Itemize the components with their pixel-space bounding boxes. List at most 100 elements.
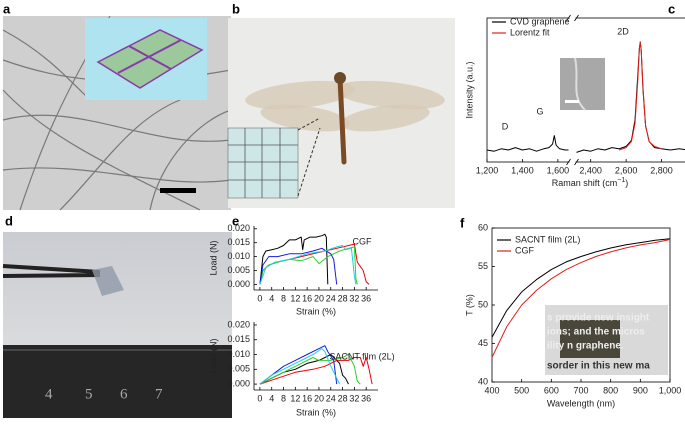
panel-label: c: [668, 1, 675, 16]
x-tick-label: 1,200: [476, 165, 499, 175]
annotation: G: [536, 106, 543, 116]
x-tick-label: 800: [603, 385, 618, 395]
x-tick-label: 24: [326, 293, 336, 303]
inset-text: sorder in this new ma: [547, 361, 650, 372]
x-tick-label: 12: [290, 393, 300, 403]
y-tick-label: 0.010: [227, 251, 250, 261]
inset-text: s provide new insight: [547, 313, 650, 324]
y-tick-label: 0.000: [227, 378, 250, 388]
axis-break-mark: [566, 14, 579, 22]
x-tick-label: 2,600: [615, 165, 638, 175]
annotation: D: [502, 121, 509, 131]
annotation: CGF: [353, 236, 373, 246]
data-line: [259, 354, 361, 385]
chart: 400 500 600 700 800 900 1,000 40 45 50 55 60 Wavelen…: [464, 222, 681, 408]
legend-label: Lorentz fit: [510, 27, 550, 37]
axis-break-mark: [566, 158, 579, 166]
y-axis-label: T (%): [464, 294, 474, 316]
x-tick-label: 4: [269, 293, 274, 303]
y-tick-label: 0.020: [227, 223, 250, 233]
chart: 1,2001,4001,6002,4002,6002,8003,000Raman…: [464, 14, 685, 189]
photo-a: [2, 15, 232, 211]
x-tick-label: 24: [326, 393, 336, 403]
y-tick-label: 50: [478, 299, 488, 309]
data-line: [259, 247, 338, 285]
axis-break: [569, 16, 576, 20]
photo-c-inset: [560, 57, 605, 111]
x-tick-label: 600: [544, 385, 559, 395]
x-tick-label: 12: [290, 293, 300, 303]
y-tick-label: 0.000: [227, 279, 250, 289]
axis-break: [569, 160, 576, 164]
data-line: [491, 238, 671, 338]
x-tick-label: 36: [361, 393, 371, 403]
x-tick-label: 1,600: [547, 165, 570, 175]
y-tick-label: 0.015: [227, 237, 250, 247]
x-axis-label-part: −1: [617, 177, 625, 184]
ruler-digit: 6: [120, 386, 128, 402]
x-tick-label: 28: [338, 393, 348, 403]
x-tick-label: 36: [361, 293, 371, 303]
y-tick-label: 0.015: [227, 334, 250, 344]
data-line: [491, 239, 671, 358]
x-axis-label: Strain (%): [296, 306, 336, 316]
x-axis-label-part: ): [625, 178, 628, 188]
data-line: [259, 233, 329, 285]
panel-label: e: [232, 213, 239, 228]
x-tick-label: 0: [257, 393, 262, 403]
y-axis-label: Load (N): [208, 240, 218, 275]
ruler-digit: 7: [155, 386, 163, 402]
x-tick-label: 900: [633, 385, 648, 395]
chart: 0 4 8 12 16 20 24 28 32 36 0.000 0.005 0.010 0.015 0.0…: [208, 223, 378, 316]
x-tick-label: 0: [257, 293, 262, 303]
annotation: SACNT film (2L): [329, 351, 394, 361]
plot-frame: [486, 17, 685, 163]
x-tick-label: 32: [349, 293, 359, 303]
data-line: [259, 348, 341, 385]
y-tick-label: 0.005: [227, 364, 250, 374]
x-tick-label: 8: [281, 393, 286, 403]
x-tick-label: 4: [269, 393, 274, 403]
x-tick-label: 500: [514, 385, 529, 395]
panel-label: a: [3, 1, 11, 16]
inset-text: ions; and the micros: [547, 327, 645, 338]
y-tick-label: 0.020: [227, 319, 250, 329]
y-tick-label: 45: [478, 338, 488, 348]
chart: 0 4 8 12 16 20 24 28 32 36 0.000 0.005 0.010 0.015 0.0…: [208, 319, 394, 417]
photo-f-inset: [545, 305, 668, 375]
y-tick-label: 60: [478, 222, 488, 232]
ruler-digit: 4: [45, 386, 53, 402]
data-line: [259, 345, 338, 385]
x-tick-label: 2,400: [579, 165, 602, 175]
legend-label: CVD graphene: [510, 16, 570, 26]
y-tick-label: 0.005: [227, 265, 250, 275]
data-line: [259, 245, 357, 285]
x-tick-label: 16: [302, 393, 312, 403]
y-axis-label: Intensity (a.u.): [464, 61, 474, 118]
x-tick-label: 1,400: [511, 165, 534, 175]
legend-label: SACNT film (2L): [515, 234, 580, 244]
x-tick-label: 8: [281, 293, 286, 303]
panel-label: b: [232, 1, 240, 16]
x-tick-label: 28: [338, 293, 348, 303]
legend-label: CGF: [515, 245, 535, 255]
x-axis-label: Strain (%): [296, 407, 336, 417]
y-tick-label: 55: [478, 261, 488, 271]
data-line: [259, 357, 373, 385]
data-line: [618, 41, 662, 151]
ruler-digit: 5: [85, 386, 93, 402]
x-axis-label: Wavelength (nm): [547, 398, 615, 408]
annotation: 2D: [617, 26, 629, 36]
x-tick-label: 16: [302, 293, 312, 303]
x-axis-label-part: Raman shift (cm: [552, 178, 618, 188]
photo-d: [2, 232, 232, 418]
panel-label: d: [5, 213, 13, 228]
y-tick-label: 0.010: [227, 349, 250, 359]
x-tick-label: 400: [484, 385, 499, 395]
x-tick-label: 700: [573, 385, 588, 395]
x-tick-label: 32: [349, 393, 359, 403]
photo-b: [227, 18, 455, 208]
x-tick-label: 1,000: [659, 385, 682, 395]
x-axis-label: Raman shift (cm−1): [552, 177, 629, 189]
